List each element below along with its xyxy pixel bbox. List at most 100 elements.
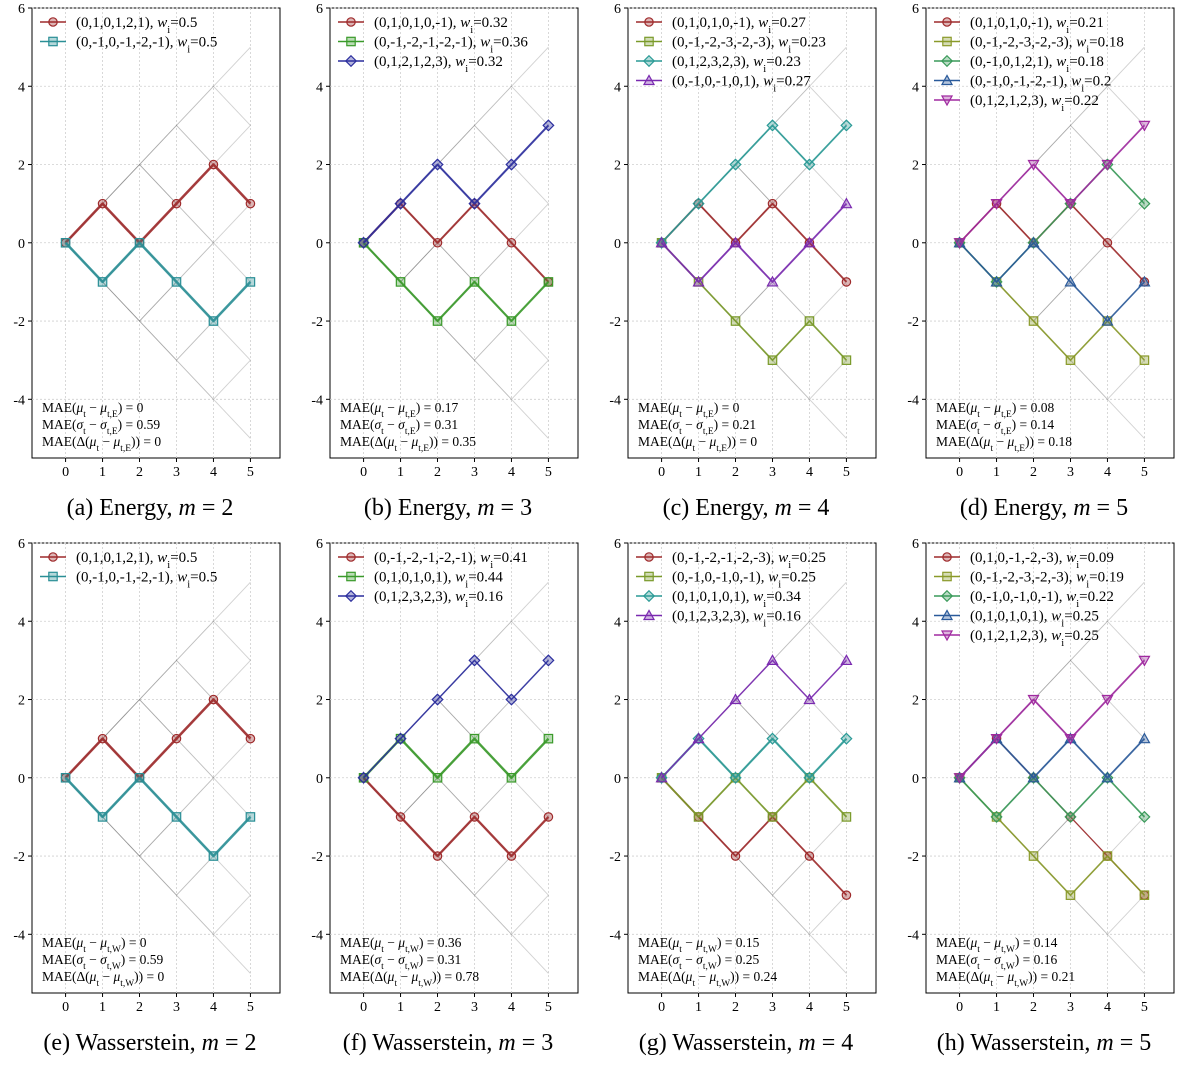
lattice-edge [213, 46, 251, 87]
data-point [543, 277, 554, 287]
data-point [468, 197, 481, 210]
data-point [766, 275, 779, 287]
y-tick-label: 6 [316, 2, 323, 17]
y-tick-label: 4 [614, 80, 621, 95]
y-tick-label: -4 [609, 928, 621, 943]
data-point [692, 732, 705, 744]
x-tick-label: 1 [99, 465, 106, 480]
lattice-edge [139, 660, 177, 700]
mae-line: MAE(μt − μt,W) = 0.14 [936, 935, 1058, 955]
lattice-edge [213, 620, 251, 661]
legend-marker [942, 17, 952, 27]
legend-marker [940, 589, 954, 603]
data-point [990, 810, 1003, 824]
lattice-edge [437, 777, 475, 818]
series-line [958, 776, 1146, 818]
y-tick-label: -2 [907, 315, 919, 330]
y-tick-label: 2 [18, 694, 25, 709]
x-tick-label: 3 [769, 465, 776, 480]
legend-marker [642, 589, 656, 603]
lattice-edge [176, 203, 214, 244]
lattice-edge [474, 125, 512, 165]
lattice-edge [735, 164, 773, 204]
lattice-edge [1070, 242, 1108, 283]
x-tick-label: 0 [956, 1000, 963, 1015]
mae-line: MAE(σt − σt,E) = 0.31 [340, 417, 458, 437]
legend-marker [644, 36, 654, 47]
data-point [1138, 732, 1151, 744]
lattice-edge [772, 855, 810, 896]
legend-label: (0,1,2,1,2,3), wi=0.25 [970, 628, 1099, 649]
mae-line: MAE(μt − μt,W) = 0.36 [340, 935, 462, 955]
legend-label: (0,1,2,3,2,3), wi=0.16 [374, 589, 503, 610]
y-tick-label: 6 [614, 2, 621, 17]
lattice-edge [139, 125, 177, 165]
x-tick-label: 1 [397, 1000, 404, 1015]
lattice-edge [1070, 359, 1108, 400]
panel-caption: (f) Wasserstein, m = 3 [343, 1030, 553, 1056]
data-point [505, 158, 518, 171]
legend-label: (0,1,2,1,2,3), wi=0.32 [374, 54, 503, 75]
lattice-edge [1107, 359, 1145, 400]
lattice-edge [213, 581, 251, 622]
mae-line: MAE(σt − σt,W) = 0.25 [638, 952, 759, 972]
lattice-edge [139, 320, 177, 361]
data-point [97, 812, 108, 822]
data-point [766, 732, 779, 745]
data-point [840, 654, 853, 666]
y-tick-label: 4 [912, 80, 919, 95]
x-tick-label: 0 [658, 1000, 665, 1015]
lattice-edge [213, 85, 251, 126]
legend-marker [940, 74, 954, 86]
lattice-edge [772, 699, 810, 739]
lattice-edge [1033, 281, 1071, 322]
panel-caption: (h) Wasserstein, m = 5 [937, 1030, 1151, 1056]
gridlines [330, 542, 578, 993]
legend: (0,1,0,-1,-2,-3), wi=0.09(0,-1,-2,-3,-2,… [934, 550, 1124, 649]
data-point [208, 851, 219, 861]
lattice-edge [213, 242, 251, 283]
plot-frame [31, 7, 281, 459]
legend-marker [48, 36, 58, 47]
series-3 [953, 771, 1151, 824]
x-tick-label: 4 [1104, 1000, 1111, 1015]
lattice-edge [437, 855, 475, 896]
data-point [432, 851, 443, 861]
lattice-edge [176, 777, 214, 818]
y-tick-label: 6 [912, 2, 919, 17]
legend-marker [942, 36, 952, 47]
data-point [542, 654, 555, 667]
lattice-edge [511, 581, 549, 622]
mae-line: MAE(σt − σt,E) = 0.59 [42, 417, 160, 437]
panel-caption: (c) Energy, m = 4 [663, 495, 830, 521]
data-point [840, 119, 853, 132]
data-point [990, 275, 1003, 287]
x-tick-label: 3 [769, 1000, 776, 1015]
data-point [655, 236, 668, 248]
data-point [1138, 120, 1151, 132]
data-point [469, 733, 480, 744]
x-tick-label: 0 [360, 465, 367, 480]
lattice-edge [511, 46, 549, 87]
legend: (0,-1,-2,-1,-2,-3), wi=0.25(0,-1,0,-1,0,… [636, 550, 826, 629]
y-tick-label: 4 [18, 615, 25, 630]
legend-label: (0,-1,0,-1,0,-1), wi=0.22 [970, 589, 1114, 610]
lattice-edge [809, 894, 847, 935]
lattice-edge [1107, 203, 1145, 244]
gridlines [330, 7, 578, 458]
lattice-edge [213, 738, 251, 779]
lattice-edge [213, 777, 251, 818]
series-line [362, 776, 550, 858]
legend: (0,1,0,1,0,-1), wi=0.27(0,-1,-2,-3,-2,-3… [636, 15, 826, 94]
lattice-edge [511, 894, 549, 935]
data-point [1138, 810, 1151, 824]
lattice-edge [1107, 398, 1145, 439]
data-point [506, 851, 517, 861]
data-point [840, 197, 853, 209]
data-point [841, 355, 852, 365]
lattice-edge [474, 242, 512, 283]
data-point [394, 197, 407, 210]
